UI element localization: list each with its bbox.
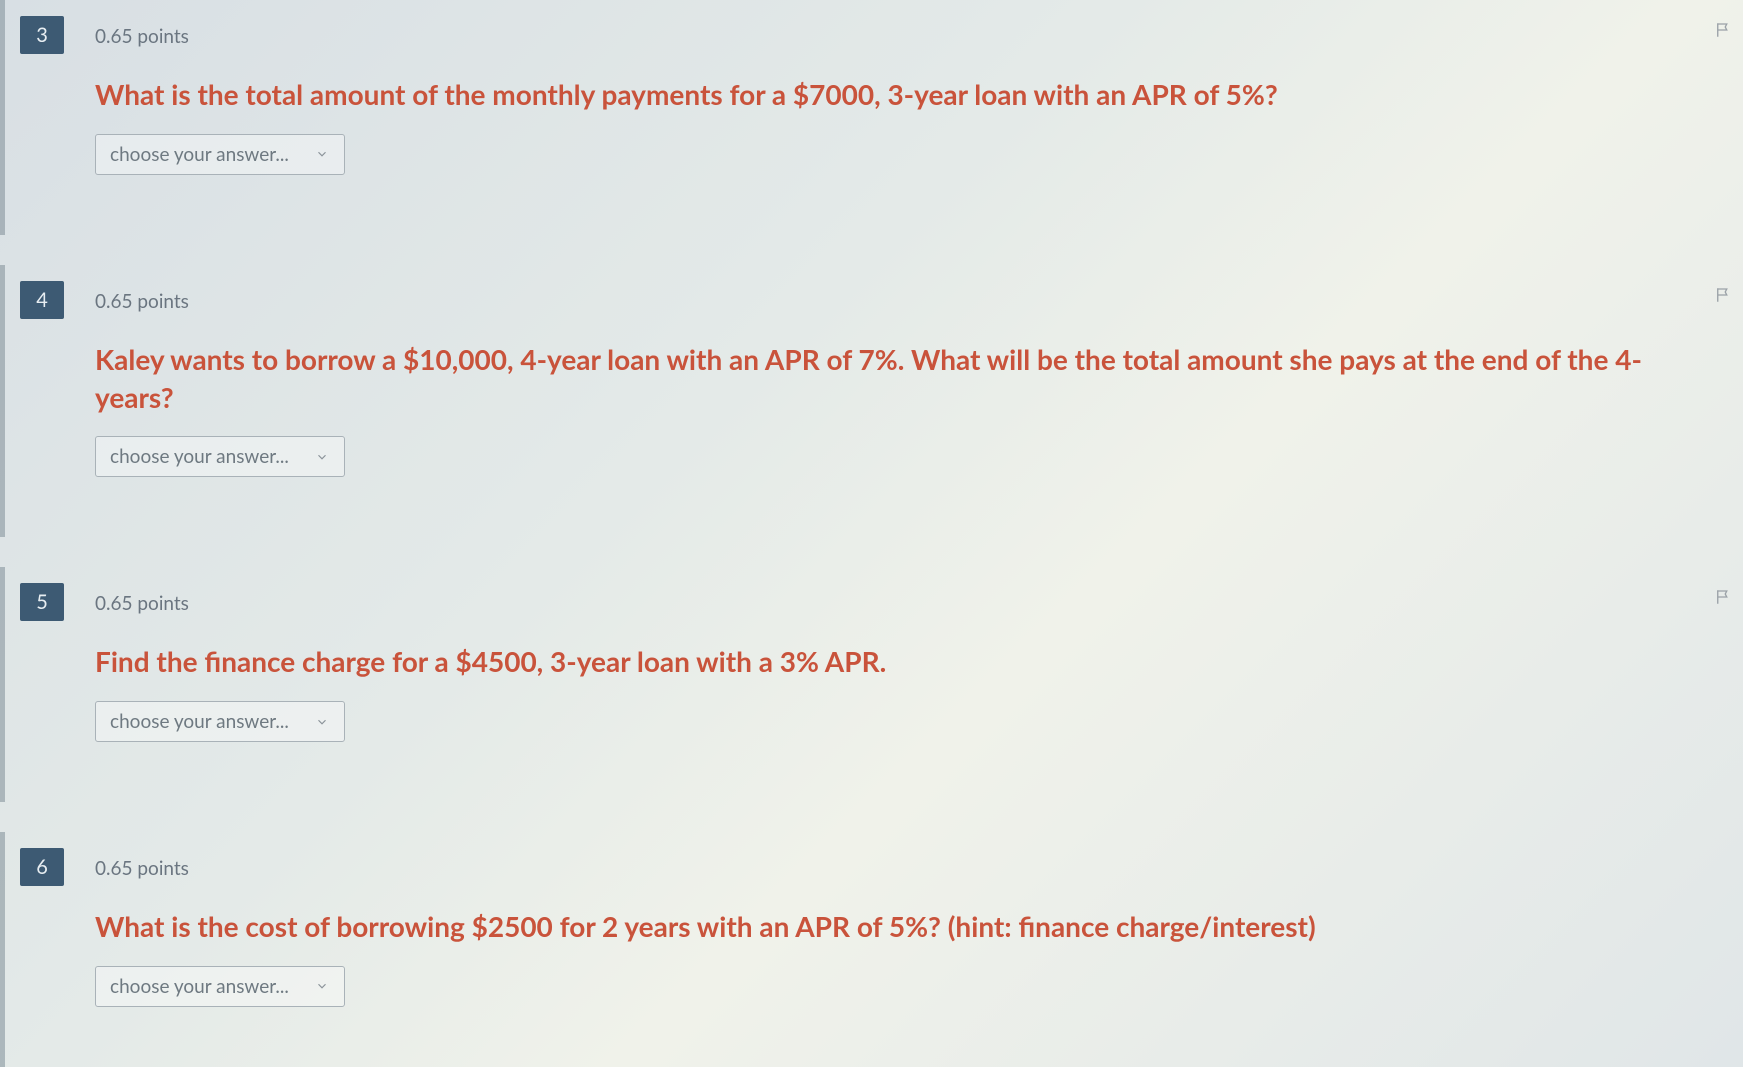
question-3: 3 0.65 points What is the total amount o…	[0, 0, 1743, 235]
flag-button[interactable]	[1709, 18, 1737, 46]
accent-bar	[0, 0, 5, 235]
flag-icon	[1714, 21, 1732, 43]
answer-select[interactable]: choose your answer...	[95, 436, 345, 477]
answer-select-placeholder: choose your answer...	[110, 143, 289, 166]
flag-button[interactable]	[1709, 283, 1737, 311]
question-6: 6 0.65 points What is the cost of borrow…	[0, 832, 1743, 1067]
flag-button[interactable]	[1709, 585, 1737, 613]
quiz-container: 3 0.65 points What is the total amount o…	[0, 0, 1743, 1067]
question-text: Find the finance charge for a $4500, 3-y…	[95, 643, 1695, 681]
chevron-down-icon	[314, 449, 330, 465]
question-4: 4 0.65 points Kaley wants to borrow a $1…	[0, 265, 1743, 538]
points-label: 0.65 points	[95, 283, 1723, 321]
chevron-down-icon	[314, 978, 330, 994]
answer-select[interactable]: choose your answer...	[95, 701, 345, 742]
question-number-badge: 6	[20, 848, 64, 886]
answer-select-placeholder: choose your answer...	[110, 975, 289, 998]
answer-select-placeholder: choose your answer...	[110, 710, 289, 733]
question-number-badge: 5	[20, 583, 64, 621]
question-number: 5	[36, 590, 48, 614]
answer-select[interactable]: choose your answer...	[95, 966, 345, 1007]
question-text: What is the cost of borrowing $2500 for …	[95, 908, 1695, 946]
question-number-badge: 3	[20, 16, 64, 54]
answer-select[interactable]: choose your answer...	[95, 134, 345, 175]
chevron-down-icon	[314, 714, 330, 730]
question-number-badge: 4	[20, 281, 64, 319]
accent-bar	[0, 832, 5, 1067]
accent-bar	[0, 265, 5, 538]
question-5: 5 0.65 points Find the finance charge fo…	[0, 567, 1743, 802]
question-number: 4	[36, 288, 48, 312]
chevron-down-icon	[314, 146, 330, 162]
answer-select-placeholder: choose your answer...	[110, 445, 289, 468]
question-text: What is the total amount of the monthly …	[95, 76, 1695, 114]
accent-bar	[0, 567, 5, 802]
flag-icon	[1714, 588, 1732, 610]
points-label: 0.65 points	[95, 18, 1723, 56]
points-label: 0.65 points	[95, 850, 1723, 888]
question-number: 3	[36, 23, 48, 47]
points-label: 0.65 points	[95, 585, 1723, 623]
question-text: Kaley wants to borrow a $10,000, 4-year …	[95, 341, 1695, 417]
flag-icon	[1714, 286, 1732, 308]
question-number: 6	[36, 855, 48, 879]
